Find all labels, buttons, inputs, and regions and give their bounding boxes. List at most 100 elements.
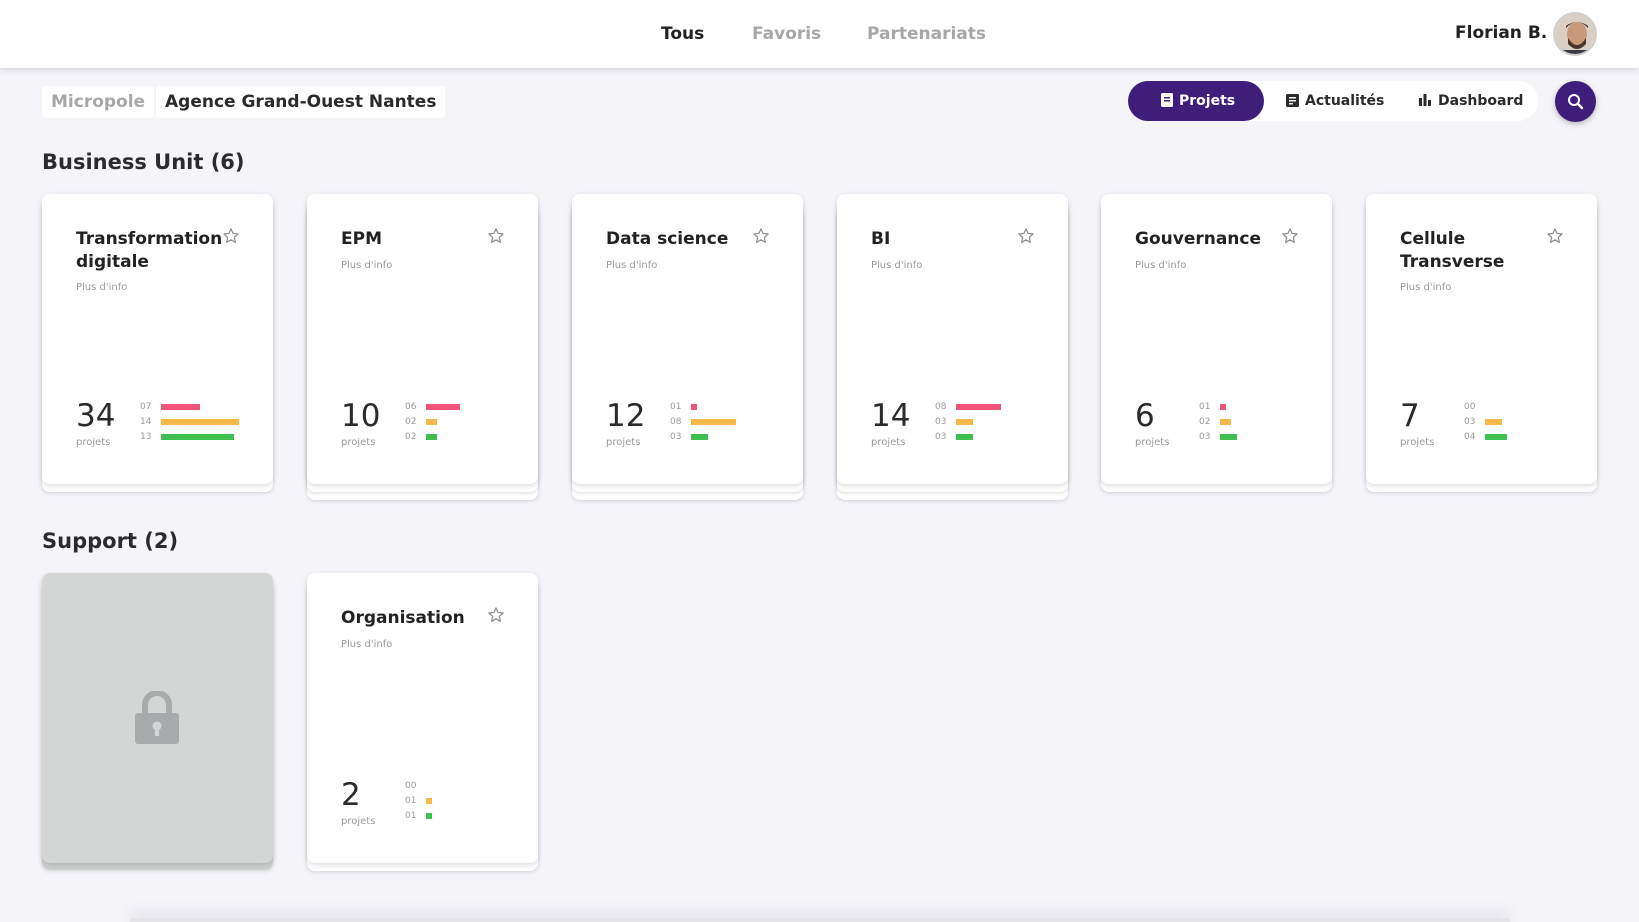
actualites-button[interactable]: Actualités (1266, 81, 1396, 121)
status-bar-green (691, 434, 708, 440)
projets-label: Projets (1179, 93, 1236, 109)
status-bar-count: 00 (405, 781, 417, 791)
user-name[interactable]: Florian B. (1455, 23, 1548, 43)
project-count-label: projets (341, 816, 376, 827)
more-info-link[interactable]: Plus d'info (1135, 260, 1187, 271)
status-bar-count: 01 (405, 811, 417, 821)
more-info-link[interactable]: Plus d'info (606, 260, 658, 271)
project-count-label: projets (341, 437, 376, 448)
dashboard-label: Dashboard (1438, 93, 1524, 109)
status-bar-count: 00 (1464, 402, 1476, 412)
project-count-label: projets (1400, 437, 1435, 448)
status-bar-red (161, 404, 201, 410)
unit-card[interactable]: Data science Plus d'info 12 projets 01 08 03 (572, 194, 803, 484)
card-title: Cellule Transverse (1400, 229, 1505, 272)
unit-card[interactable]: Organisation Plus d'info 2 projets 00 01 01 (307, 573, 538, 863)
bar-chart-icon (1419, 94, 1431, 106)
projets-button[interactable]: Projets (1128, 81, 1264, 121)
status-bar-orange (956, 419, 973, 425)
status-bar-count: 13 (140, 432, 152, 442)
status-bar-count: 08 (670, 417, 682, 427)
avatar[interactable] (1553, 12, 1597, 56)
card-title: EPM (341, 229, 382, 249)
bottom-panel-edge (130, 918, 1510, 922)
status-bar-count: 07 (140, 402, 152, 412)
more-info-link[interactable]: Plus d'info (341, 639, 393, 650)
business-unit-title: Business Unit (6) (42, 150, 245, 174)
star-icon[interactable] (752, 227, 770, 245)
star-icon[interactable] (1281, 227, 1299, 245)
document-icon (1161, 93, 1173, 107)
card-title: Data science (606, 229, 729, 249)
status-bar-green (956, 434, 973, 440)
status-bar-count: 03 (935, 432, 947, 442)
status-bar-green (426, 813, 432, 819)
actualites-label: Actualités (1305, 93, 1385, 109)
search-icon (1568, 94, 1584, 110)
star-icon[interactable] (1017, 227, 1035, 245)
tab-tous[interactable]: Tous (661, 24, 705, 44)
tab-favoris[interactable]: Favoris (752, 24, 822, 44)
star-icon[interactable] (487, 606, 505, 624)
unit-card[interactable]: Gouvernance Plus d'info 6 projets 01 02 03 (1101, 194, 1332, 484)
status-bar-count: 03 (935, 417, 947, 427)
status-bar-green (426, 434, 438, 440)
more-info-link[interactable]: Plus d'info (871, 260, 923, 271)
status-bar-count: 02 (405, 432, 417, 442)
more-info-link[interactable]: Plus d'info (76, 282, 128, 293)
project-count: 6 (1135, 398, 1155, 434)
status-bar-red (426, 404, 460, 410)
dashboard-button[interactable]: Dashboard (1396, 81, 1534, 121)
star-icon[interactable] (1546, 227, 1564, 245)
lock-icon (135, 691, 179, 744)
status-bar-green (1485, 434, 1508, 440)
status-bar-red (691, 404, 697, 410)
locked-card (42, 573, 273, 863)
unit-card[interactable]: Cellule Transverse Plus d'info 7 projets 00 0… (1366, 194, 1597, 484)
project-count: 2 (341, 777, 361, 813)
status-bar-count: 01 (405, 796, 417, 806)
status-bar-count: 03 (1464, 417, 1476, 427)
unit-card[interactable]: EPM Plus d'info 10 projets 06 02 02 (307, 194, 538, 484)
status-bar-orange (426, 419, 438, 425)
project-count-label: projets (1135, 437, 1170, 448)
unit-card[interactable]: Transformation digitale Plus d'info 34 proj… (42, 194, 273, 484)
project-count-label: projets (871, 437, 906, 448)
star-icon[interactable] (487, 227, 505, 245)
status-bar-count: 03 (1199, 432, 1211, 442)
status-bar-count: 02 (405, 417, 417, 427)
status-bar-green (161, 434, 234, 440)
status-bar-count: 01 (670, 402, 682, 412)
card-title: Gouvernance (1135, 229, 1262, 249)
star-icon[interactable] (222, 227, 240, 245)
unit-card[interactable]: BI Plus d'info 14 projets 08 03 03 (837, 194, 1068, 484)
status-bar-orange (1220, 419, 1232, 425)
project-count-label: projets (76, 437, 111, 448)
project-count: 7 (1400, 398, 1420, 434)
status-bar-green (1220, 434, 1237, 440)
status-bar-count: 06 (405, 402, 417, 412)
status-bar-count: 02 (1199, 417, 1211, 427)
more-info-link[interactable]: Plus d'info (1400, 282, 1452, 293)
tab-partenariats[interactable]: Partenariats (867, 24, 987, 44)
card-title: BI (871, 229, 891, 249)
breadcrumb-root[interactable]: Micropole (42, 86, 155, 118)
status-bar-orange (161, 419, 240, 425)
search-button[interactable] (1555, 81, 1596, 122)
status-bar-red (956, 404, 1001, 410)
breadcrumb-current: Agence Grand-Ouest Nantes (156, 86, 446, 118)
status-bar-count: 01 (1199, 402, 1211, 412)
card-title: Transformation digitale (76, 229, 223, 272)
more-info-link[interactable]: Plus d'info (341, 260, 393, 271)
status-bar-count: 08 (935, 402, 947, 412)
status-bar-orange (691, 419, 736, 425)
status-bar-count: 03 (670, 432, 682, 442)
top-navigation-bar: Tous Favoris Partenariats Florian B. (0, 0, 1639, 68)
view-switcher: Projets Actualités Dashboard (1128, 81, 1538, 121)
news-icon (1286, 94, 1299, 107)
status-bar-count: 14 (140, 417, 152, 427)
status-bar-orange (1485, 419, 1502, 425)
project-count: 10 (341, 398, 381, 434)
project-count: 12 (606, 398, 646, 434)
user-avatar-icon (1555, 14, 1595, 54)
